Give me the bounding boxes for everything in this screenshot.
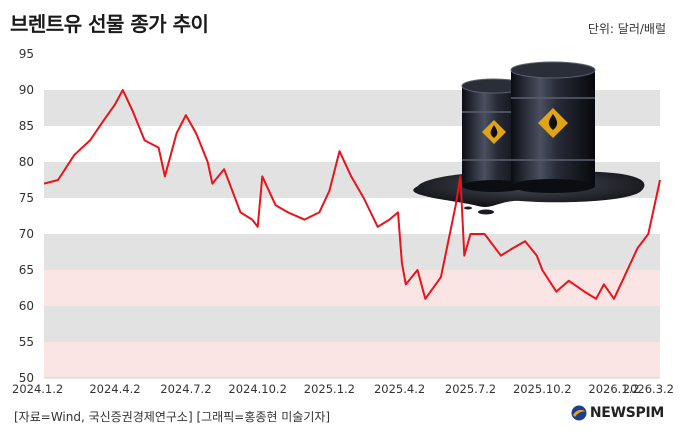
y-tick-label: 65 <box>19 263 34 277</box>
newspim-logo: NEWSPIM <box>571 405 664 421</box>
y-tick-label: 80 <box>19 155 34 169</box>
chart-title: 브렌트유 선물 종가 추이 <box>10 12 209 36</box>
x-axis: 2024.1.2 2024.4.2 2024.7.2 2024.10.2 2025.1.… <box>12 382 674 396</box>
x-tick-label: 2024.10.2 <box>228 382 287 396</box>
oil-drop-icon <box>482 120 506 144</box>
y-tick-label: 55 <box>19 335 34 349</box>
y-tick-label: 75 <box>19 191 34 205</box>
x-tick-label: 2025.1.2 <box>304 382 355 396</box>
unit-label: 단위: 달러/배럴 <box>587 22 666 36</box>
y-tick-label: 95 <box>19 47 34 61</box>
grid-band <box>44 198 660 234</box>
x-tick-label: 2025.10.2 <box>513 382 572 396</box>
y-axis: 50 55 60 65 70 75 80 85 90 95 <box>19 47 34 385</box>
grid-band <box>44 270 660 306</box>
oil-drop-icon <box>538 108 568 138</box>
y-tick-label: 90 <box>19 83 34 97</box>
x-tick-label: 2024.1.2 <box>12 382 63 396</box>
x-tick-label: 2025.4.2 <box>374 382 425 396</box>
y-tick-label: 85 <box>19 119 34 133</box>
x-tick-label: 2026.1.2 <box>588 382 639 396</box>
chart-bands <box>44 54 660 379</box>
x-tick-label: 2024.4.2 <box>89 382 140 396</box>
newspim-logo-icon <box>571 405 587 421</box>
grid-band <box>44 342 660 378</box>
source-credit: [자료=Wind, 국신증권경제연구소] [그래픽=홍종현 미술기자] <box>14 410 331 424</box>
x-tick-label: 2025.7.2 <box>445 382 496 396</box>
x-tick-label: 2024.7.2 <box>160 382 211 396</box>
x-tick-label: 2026.3.2 <box>623 382 674 396</box>
grid-band <box>44 306 660 342</box>
brent-price-line <box>43 89 661 300</box>
oil-barrels-illustration <box>413 61 645 215</box>
y-tick-label: 60 <box>19 299 34 313</box>
y-tick-label: 50 <box>19 371 34 385</box>
grid-band <box>44 234 660 270</box>
y-tick-label: 70 <box>19 227 34 241</box>
